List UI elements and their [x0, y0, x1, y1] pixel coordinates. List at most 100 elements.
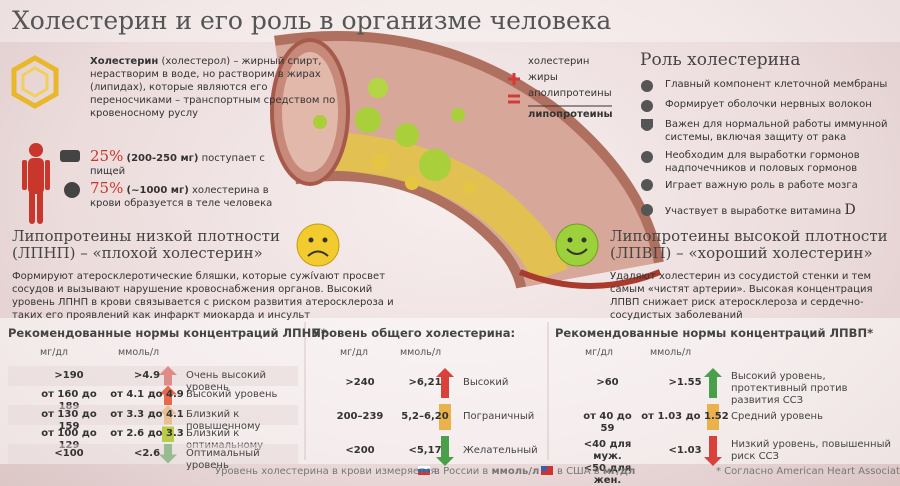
level-arrow	[162, 426, 174, 442]
table-cell-line: <50 для жен.	[583, 463, 632, 486]
table-cell: <100	[54, 447, 84, 459]
formula-part: аполипротеины	[528, 88, 612, 99]
role-item: Играет важную роль в работе мозга	[665, 180, 858, 191]
source-percent: 75%	[90, 179, 124, 197]
role-title: Роль холестерина	[640, 50, 801, 70]
ldl-text: Формируют атеросклеротические бляшки, ко…	[12, 271, 394, 321]
role-item: Формирует оболочки нервных волокон	[665, 99, 872, 110]
table-cell: Высокий	[463, 377, 509, 388]
happy-smiley	[555, 223, 599, 267]
table-title: Рекомендованные нормы концентраций ЛПВП*	[555, 326, 874, 340]
intro-text: (холестерол) – жирный спирт, нерастворим…	[90, 56, 336, 119]
formula-result: липопротеины	[528, 109, 613, 120]
level-arrow	[707, 404, 719, 430]
table-title: Уровень общего холестерина:	[312, 326, 516, 340]
table-cell: от 2.6 до 3.3	[110, 428, 184, 440]
us-flag	[541, 466, 547, 471]
hdl-title: Липопротеины высокой плотности (ЛПВП) – …	[610, 227, 888, 262]
source-text: холестерина в крови образуется в теле че…	[90, 185, 273, 209]
liver-icon	[64, 182, 80, 198]
table-cell: <2.6	[133, 447, 161, 459]
table-cell: от 3.3 до 4.1	[110, 408, 184, 420]
ldl-title: Липопротеины низкой плотности (ЛПНП) – «…	[12, 227, 280, 262]
level-arrow	[704, 368, 722, 398]
table-cell: от 4.1 до 4.9	[110, 389, 184, 401]
row-stripe	[8, 405, 298, 425]
hdl-text: Удаляют холестерин из сосудистой стенки …	[610, 271, 873, 321]
source-amount: (~1000 мг)	[126, 185, 189, 196]
table-cell: >60	[596, 377, 619, 388]
table-cell: 200–239	[336, 411, 384, 422]
table-cell: Высокий уровень	[186, 389, 278, 401]
table-header: ммоль/л	[650, 347, 692, 358]
table-cell: от 130 до 159	[41, 408, 97, 432]
formula-symbols	[508, 73, 520, 104]
molecule-icon	[11, 55, 59, 109]
table-title: Рекомендованные нормы концентраций ЛПНП*	[8, 326, 327, 340]
table-cell-line: <40 для муж.	[583, 439, 632, 462]
footer-lead: Уровень холестерина в крови измеряется:	[215, 466, 440, 477]
table-header: мг/дл	[40, 347, 68, 358]
table-cell: Желательный	[463, 445, 538, 456]
table-header: ммоль/л	[400, 347, 442, 358]
formula-part: жиры	[528, 72, 558, 83]
table-cell: Близкий к повышенному	[186, 408, 261, 432]
role-item: Необходим для выработки гормонов надпоче…	[665, 150, 860, 174]
table-cell: 5,2–6,20	[401, 411, 449, 422]
table-cell: <40 для муж. <50 для жен.	[575, 439, 640, 486]
intro-term: Холестерин	[90, 56, 159, 67]
table-cell: Средний уровень	[731, 411, 823, 422]
source: 75% (~1000 мг) холестерина в крови образ…	[90, 179, 290, 210]
footer-us-text: в США в	[557, 466, 600, 477]
ru-flag	[418, 466, 430, 469]
table-cell: Низкий уровень, повышенный риск ССЗ	[731, 439, 891, 462]
table-cell: >1.55	[668, 377, 702, 388]
title: Холестерин и его роль в организме челове…	[12, 6, 612, 35]
footer-ru-unit: ммоль/л	[491, 466, 540, 477]
table-header: мг/дл	[585, 347, 613, 358]
footer-us-unit: мг/дл	[602, 466, 636, 477]
table-cell: от 40 до 59	[583, 411, 632, 434]
table-cell: Высокий уровень, протективный против раз…	[731, 371, 848, 406]
footer-ru-text: в России в	[434, 466, 489, 477]
title-band	[0, 0, 900, 42]
table-cell: Пограничный	[463, 411, 535, 422]
table-cell: <1.03	[668, 445, 702, 456]
role-item: Главный компонент клеточной мембраны	[665, 79, 888, 90]
source-text: поступает с пищей	[90, 153, 265, 177]
row-stripe	[8, 444, 298, 464]
source-percent: 25%	[90, 147, 124, 165]
table-cell: <200	[345, 445, 375, 456]
footer-us: в США в мг/дл	[557, 466, 635, 477]
table-cell: <5,17	[408, 445, 442, 456]
table-cell: Оптимальный уровень	[186, 447, 260, 471]
source: 25% (200-250 мг) поступает с пищей	[90, 147, 280, 178]
table-cell: >6,21	[408, 377, 442, 388]
role-icons	[641, 80, 653, 216]
level-arrow	[436, 368, 454, 398]
table-cell: от 1.03 до 1.52	[641, 411, 729, 422]
table-cell: >240	[345, 377, 375, 388]
source-amount: (200-250 мг)	[126, 153, 199, 164]
level-arrow	[159, 385, 177, 405]
level-arrow	[704, 436, 722, 466]
intro: Холестерин (холестерол) – жирный спирт, …	[90, 55, 350, 120]
body-icon	[22, 143, 50, 224]
table-band	[0, 318, 900, 464]
table-header: ммоль/л	[118, 347, 160, 358]
row-stripe	[8, 366, 298, 386]
sad-smiley	[296, 223, 340, 267]
role-item: Важен для нормальной работы иммунной сис…	[665, 119, 888, 143]
role-item: Участвует в выработке витамина D	[665, 202, 856, 218]
footer-ru: в России в ммоль/л	[434, 466, 539, 477]
table-cell: >190	[54, 369, 84, 381]
formula-part: холестерин	[528, 56, 590, 67]
level-arrow	[436, 436, 454, 466]
level-arrow	[439, 404, 451, 430]
vitamin: D	[844, 202, 856, 218]
table-header: мг/дл	[340, 347, 368, 358]
table-cell: >4.9	[133, 369, 161, 381]
cow-icon	[60, 150, 80, 162]
